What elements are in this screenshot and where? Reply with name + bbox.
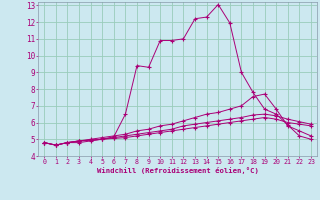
X-axis label: Windchill (Refroidissement éolien,°C): Windchill (Refroidissement éolien,°C)	[97, 167, 259, 174]
